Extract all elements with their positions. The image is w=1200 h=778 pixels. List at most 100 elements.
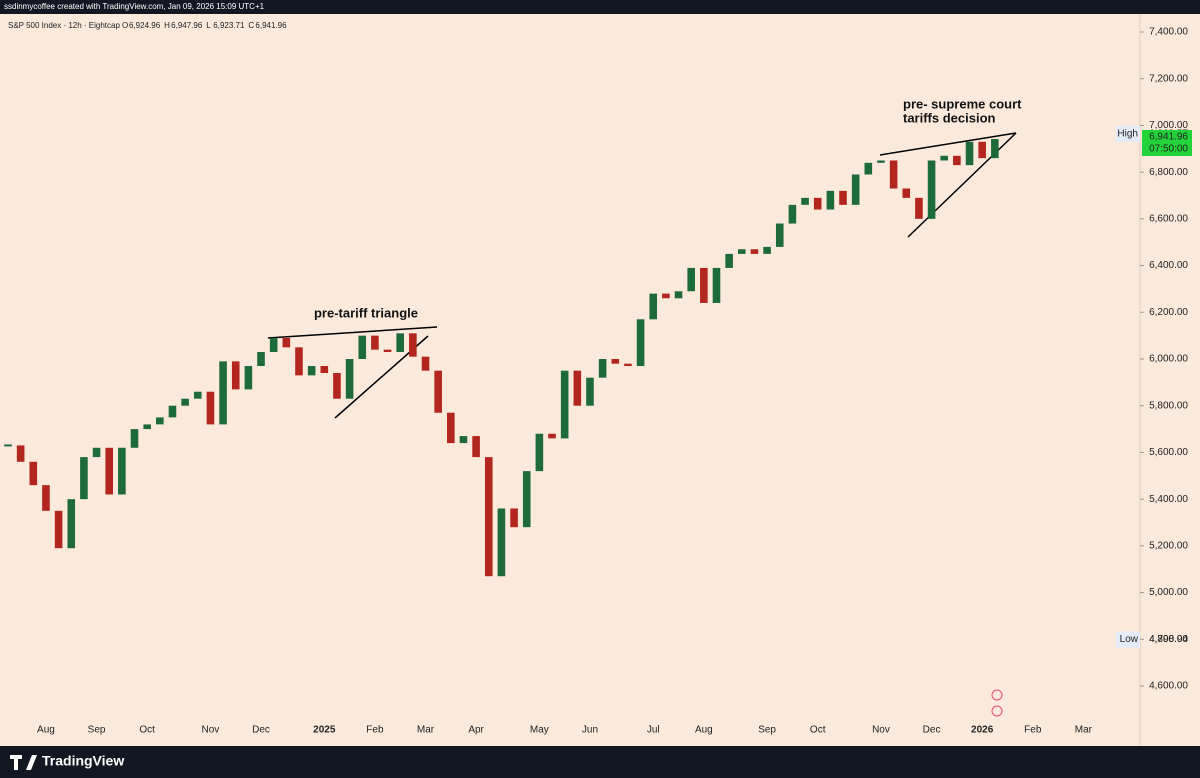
candle <box>598 359 607 378</box>
candle <box>447 412 455 444</box>
candle <box>586 377 594 406</box>
y-tick-label: 4,600.00 <box>1149 681 1188 692</box>
candle <box>851 174 860 205</box>
y-tick-label: 6,800.00 <box>1149 167 1188 178</box>
candle <box>624 363 632 367</box>
annotation: tariffs decision <box>903 110 996 125</box>
x-tick-label: May <box>530 725 549 736</box>
x-tick-label: Oct <box>810 725 826 736</box>
y-tick-label: 6,200.00 <box>1149 307 1188 318</box>
icon <box>991 689 1003 701</box>
candle <box>143 424 151 430</box>
x-tick-label: 2026 <box>971 725 994 736</box>
candle <box>763 246 771 254</box>
candle <box>156 417 164 425</box>
trendline <box>267 326 438 339</box>
marker-value: 4,798.94 <box>1149 634 1188 645</box>
candle <box>915 197 923 219</box>
y-tick-label: 7,400.00 <box>1149 27 1188 38</box>
candle <box>826 190 835 210</box>
candle <box>168 405 177 418</box>
y-tick-label: 6,400.00 <box>1149 260 1188 271</box>
y-tick-label: 6,000.00 <box>1149 354 1188 365</box>
ohlc-label: H <box>164 21 170 30</box>
candle <box>801 197 809 205</box>
x-tick-label: Feb <box>1024 725 1042 736</box>
ohlc-value: 6,941.96 <box>255 21 287 30</box>
candle <box>269 337 278 353</box>
candle <box>345 359 354 399</box>
candle <box>813 197 822 210</box>
x-tick-label: Aug <box>37 725 55 736</box>
candle <box>978 141 986 159</box>
y-tick-label: 7,200.00 <box>1149 73 1188 84</box>
candle <box>42 485 50 511</box>
candle <box>649 293 658 320</box>
candle <box>991 138 999 159</box>
x-tick-label: Feb <box>366 725 384 736</box>
last-price-tag <box>1142 129 1192 156</box>
candle <box>54 510 63 549</box>
y-tick-label: 5,000.00 <box>1149 587 1188 598</box>
candle <box>257 352 265 367</box>
y-tick-label: 5,200.00 <box>1149 541 1188 552</box>
candle <box>788 204 797 224</box>
candle <box>522 471 531 528</box>
marker-name: Low <box>1120 634 1139 645</box>
annotation: pre- supreme court <box>903 96 1022 111</box>
countdown: 07:50:00 <box>1149 144 1188 155</box>
candle <box>219 361 227 425</box>
ohlc-label: O <box>122 21 128 30</box>
x-tick-label: Oct <box>139 725 155 736</box>
candle <box>510 508 518 528</box>
ohlc-value: 6,923.71 <box>213 21 245 30</box>
candle <box>333 373 341 399</box>
candle <box>484 457 493 577</box>
y-tick-label: 5,400.00 <box>1149 494 1188 505</box>
y-tick-label: 6,600.00 <box>1149 214 1188 225</box>
x-tick-label: 2025 <box>313 725 336 736</box>
candle <box>421 356 430 371</box>
candle <box>927 160 936 219</box>
candle <box>358 335 367 360</box>
credit: ssdinmycoffee created with TradingView.c… <box>4 2 265 11</box>
x-tick-label: Aug <box>695 725 713 736</box>
last-price: 6,941.96 <box>1149 132 1188 143</box>
candle <box>940 155 949 161</box>
candle <box>953 155 961 166</box>
y-tick-label: 7,000.00 <box>1149 120 1188 131</box>
x-tick-label: Mar <box>1075 725 1093 736</box>
candle <box>560 370 569 439</box>
candle <box>725 253 733 268</box>
candle <box>320 366 329 374</box>
candle <box>497 508 506 577</box>
candle <box>738 249 746 254</box>
candle <box>877 160 885 163</box>
x-tick-label: Jun <box>582 725 598 736</box>
candle <box>231 361 240 390</box>
candle <box>193 391 202 399</box>
candle <box>965 141 974 166</box>
candle <box>105 447 114 495</box>
candle <box>750 249 759 254</box>
candle <box>130 429 139 448</box>
x-tick-label: Jul <box>647 725 660 736</box>
candle <box>244 366 253 390</box>
x-tick-label: Mar <box>417 725 435 736</box>
candle <box>16 445 25 462</box>
candle <box>409 333 417 357</box>
candle <box>636 319 645 367</box>
candle <box>775 223 784 247</box>
candle <box>181 398 189 406</box>
top-bar <box>0 0 1200 14</box>
ohlc-label: L <box>206 21 211 30</box>
candle <box>29 461 38 486</box>
x-tick-label: Nov <box>202 725 220 736</box>
brand: TradingView <box>42 753 124 769</box>
trendline <box>879 132 1017 156</box>
candle <box>396 333 404 353</box>
annotation: pre-tariff triangle <box>314 305 418 320</box>
candle <box>548 433 556 439</box>
candle <box>118 447 126 495</box>
